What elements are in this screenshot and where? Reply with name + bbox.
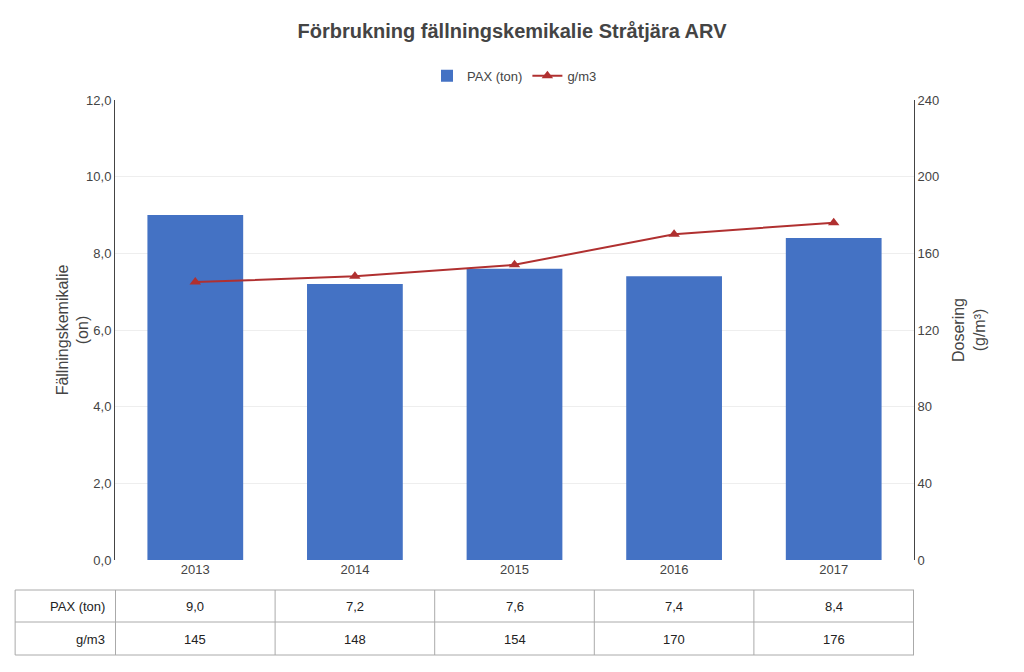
svg-text:170: 170 xyxy=(663,632,685,647)
svg-text:8,4: 8,4 xyxy=(825,599,843,614)
svg-text:7,4: 7,4 xyxy=(665,599,683,614)
svg-text:Förbrukning fällningskemikalie: Förbrukning fällningskemikalie Stråtjära… xyxy=(297,20,727,42)
svg-text:8,0: 8,0 xyxy=(93,246,111,261)
svg-text:2,0: 2,0 xyxy=(93,476,111,491)
svg-text:6,0: 6,0 xyxy=(93,323,111,338)
svg-text:2014: 2014 xyxy=(340,562,369,577)
svg-text:Dosering(g/m³): Dosering(g/m³) xyxy=(950,298,988,362)
svg-text:148: 148 xyxy=(344,632,366,647)
svg-text:0,0: 0,0 xyxy=(93,553,111,568)
svg-text:10,0: 10,0 xyxy=(86,169,111,184)
svg-text:80: 80 xyxy=(918,399,932,414)
svg-text:9,0: 9,0 xyxy=(186,599,204,614)
svg-text:4,0: 4,0 xyxy=(93,399,111,414)
svg-text:200: 200 xyxy=(918,169,940,184)
svg-text:PAX (ton): PAX (ton) xyxy=(50,599,105,614)
svg-text:g/m3: g/m3 xyxy=(76,632,105,647)
svg-text:154: 154 xyxy=(504,632,526,647)
svg-text:g/m3: g/m3 xyxy=(567,69,596,84)
svg-text:176: 176 xyxy=(823,632,845,647)
svg-text:2016: 2016 xyxy=(660,562,689,577)
svg-text:7,2: 7,2 xyxy=(346,599,364,614)
svg-text:2017: 2017 xyxy=(819,562,848,577)
svg-text:240: 240 xyxy=(918,93,940,108)
svg-text:PAX (ton): PAX (ton) xyxy=(467,69,522,84)
svg-text:0: 0 xyxy=(918,553,925,568)
svg-text:2013: 2013 xyxy=(181,562,210,577)
svg-text:160: 160 xyxy=(918,246,940,261)
svg-text:Fällningskemikalie(on): Fällningskemikalie(on) xyxy=(54,265,92,396)
svg-text:40: 40 xyxy=(918,476,932,491)
svg-text:120: 120 xyxy=(918,323,940,338)
svg-text:145: 145 xyxy=(184,632,206,647)
svg-text:12,0: 12,0 xyxy=(86,93,111,108)
svg-text:7,6: 7,6 xyxy=(506,599,524,614)
svg-text:2015: 2015 xyxy=(500,562,529,577)
